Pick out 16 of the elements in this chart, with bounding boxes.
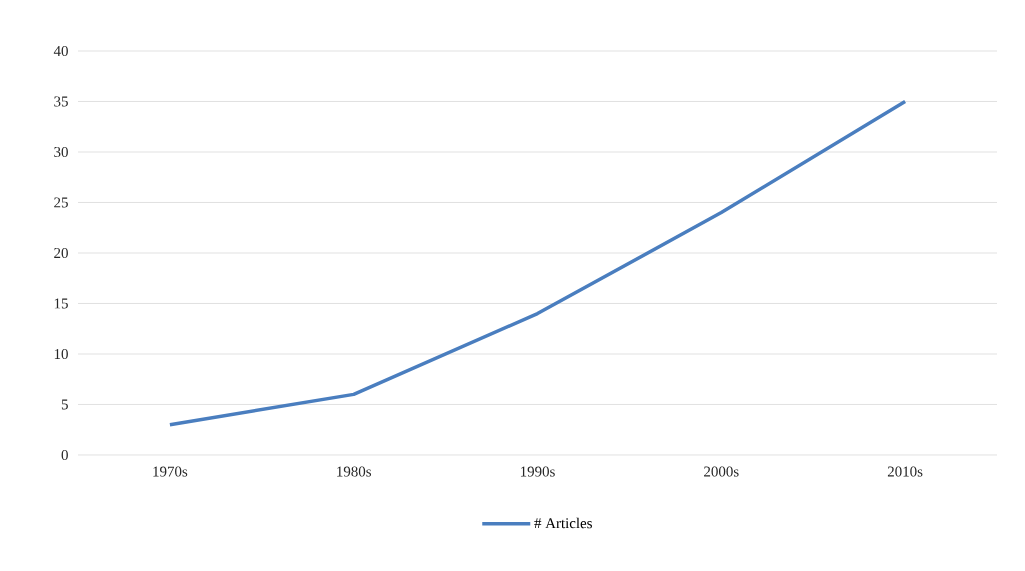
y-tick-label: 40 bbox=[53, 45, 68, 57]
x-tick-label: 1980s bbox=[337, 466, 372, 477]
y-tick-label: 15 bbox=[54, 298, 68, 309]
line-series bbox=[168, 99, 907, 427]
x-tick-label: 2000s bbox=[704, 466, 739, 477]
y-tick-label: 0 bbox=[61, 449, 68, 461]
x-tick-label: 2010s bbox=[887, 466, 923, 477]
y-tick-label: 10 bbox=[54, 348, 68, 360]
x-tick-label: 1970s bbox=[153, 466, 188, 477]
x-tick-label: 1990s bbox=[520, 466, 555, 477]
y-tick-label: 20 bbox=[54, 247, 68, 259]
y-tick-label: 30 bbox=[54, 146, 68, 158]
y-tick-label: 5 bbox=[61, 399, 68, 410]
legend-label: # Articles bbox=[534, 517, 592, 529]
y-tick-label: 25 bbox=[54, 197, 68, 208]
y-tick-label: 35 bbox=[54, 96, 68, 107]
